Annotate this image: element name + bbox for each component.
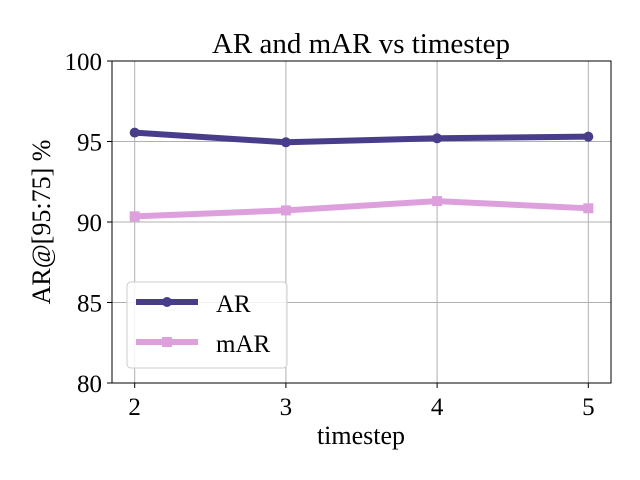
y-tick-label: 90 <box>77 210 102 237</box>
data-point-mar <box>583 203 594 214</box>
y-axis-label: AR@[95:75] % <box>27 140 56 305</box>
legend-marker-ar <box>162 297 172 307</box>
legend: AR mAR <box>126 281 288 369</box>
data-point-ar <box>583 131 594 142</box>
y-tick-label: 100 <box>65 49 103 76</box>
data-point-mar <box>432 196 443 207</box>
legend-label-mar: mAR <box>216 331 271 358</box>
x-ticks: 2 3 4 5 <box>128 383 595 421</box>
data-point-mar <box>280 205 291 216</box>
data-point-ar <box>432 133 443 144</box>
y-tick-label: 80 <box>77 371 102 398</box>
x-tick-label: 2 <box>128 394 141 421</box>
x-tick-label: 5 <box>582 394 595 421</box>
y-tick-label: 95 <box>77 130 102 157</box>
data-point-mar <box>129 211 140 222</box>
series-line-ar <box>134 129 589 146</box>
series-lines <box>129 127 594 222</box>
legend-marker-mar <box>162 337 172 347</box>
chart-title: AR and mAR vs timestep <box>212 28 510 60</box>
legend-label-ar: AR <box>216 291 251 318</box>
x-axis-label: timestep <box>317 421 405 450</box>
series-line-mar <box>134 198 589 220</box>
x-tick-label: 3 <box>280 394 293 421</box>
data-point-ar <box>129 127 140 138</box>
y-tick-label: 85 <box>77 291 102 318</box>
data-point-ar <box>280 137 291 148</box>
y-ticks: 80 85 90 95 100 <box>65 49 112 398</box>
x-tick-label: 4 <box>431 394 444 421</box>
